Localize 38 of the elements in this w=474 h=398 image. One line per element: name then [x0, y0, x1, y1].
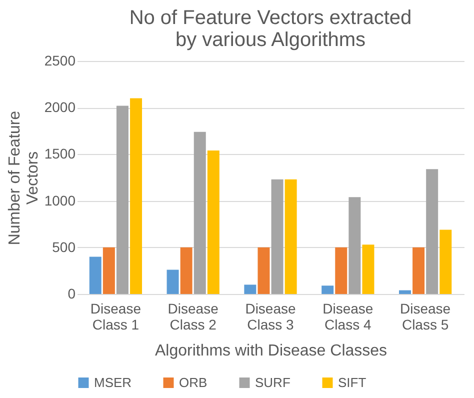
bar	[207, 150, 220, 294]
x-tick-label: Disease Class 1	[90, 300, 142, 332]
bar	[258, 247, 270, 294]
y-tick-label: 2000	[44, 99, 76, 116]
bar	[284, 179, 297, 294]
bar	[180, 247, 192, 294]
bar	[398, 290, 411, 294]
x-tick-label: Disease Class 3	[245, 300, 296, 332]
y-axis-title: Number of Feature Vectors	[6, 110, 42, 246]
bar	[116, 106, 128, 294]
bar	[194, 132, 206, 294]
bar	[412, 247, 425, 294]
bar	[426, 169, 438, 294]
bar	[166, 270, 179, 294]
y-tick-label: 2500	[44, 52, 76, 68]
bar	[440, 230, 452, 294]
bar	[244, 284, 256, 294]
legend-label: SURF	[255, 374, 290, 390]
y-tick-label: 1500	[44, 146, 76, 162]
x-axis-title: Algorithms with Disease Classes	[154, 342, 388, 360]
y-tick-label: 0	[68, 286, 76, 302]
bar	[322, 286, 334, 294]
x-tick-label: Disease Class 2	[168, 300, 219, 332]
bar	[130, 98, 142, 294]
bar	[362, 244, 374, 294]
legend-label: ORB	[179, 374, 208, 390]
bar	[271, 179, 284, 294]
bar	[89, 256, 102, 294]
x-tick-label: Disease Class 4	[322, 300, 374, 332]
bar	[102, 247, 115, 294]
bar	[348, 197, 361, 294]
x-tick-label: Disease Class 5	[400, 300, 451, 332]
legend-label: SIFT	[338, 374, 366, 390]
legend-label: MSER	[94, 374, 132, 390]
y-tick-label: 1000	[44, 192, 76, 208]
y-tick-label: 500	[52, 238, 76, 255]
chart-title: No of Feature Vectors extracted by various Algorithms	[129, 7, 412, 51]
bar	[335, 247, 348, 294]
